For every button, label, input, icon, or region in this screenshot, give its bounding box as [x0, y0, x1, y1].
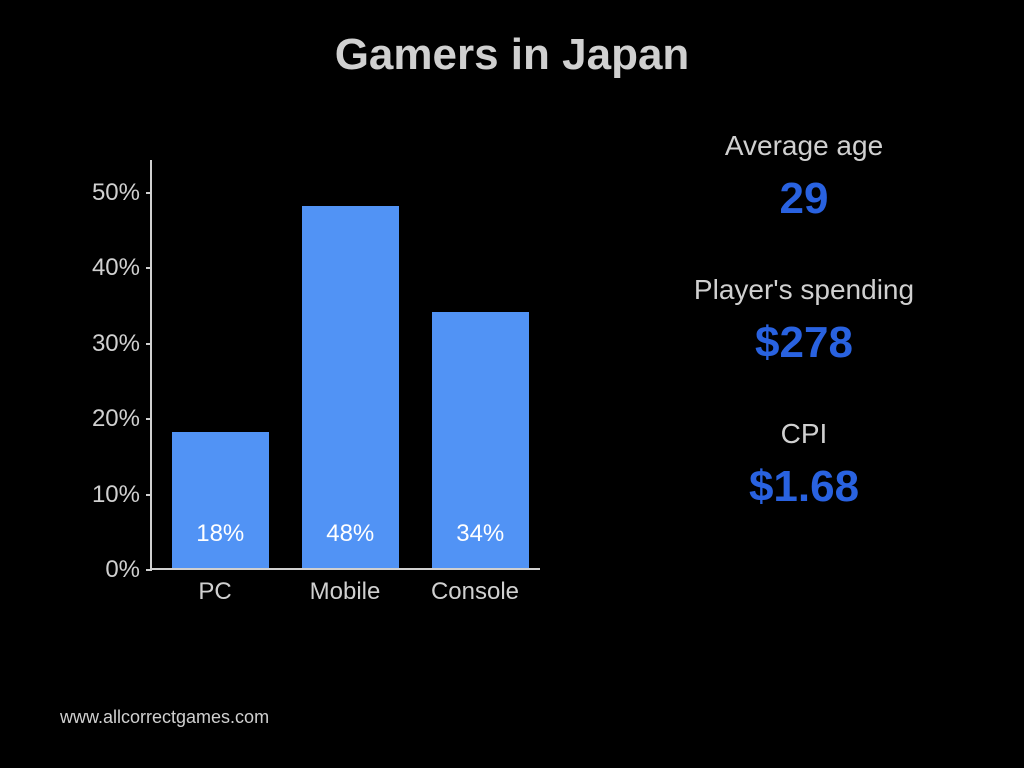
y-tick-mark [146, 267, 152, 269]
y-tick-label: 40% [92, 254, 140, 282]
y-tick-mark [146, 494, 152, 496]
y-tick-label: 0% [105, 556, 140, 584]
x-label-mobile: Mobile [280, 578, 410, 606]
y-tick-mark [146, 343, 152, 345]
y-tick-label: 20% [92, 405, 140, 433]
x-label-console: Console [410, 578, 540, 606]
stat-value: $1.68 [644, 462, 964, 512]
y-tick-label: 10% [92, 481, 140, 509]
platform-bar-chart: 0% 10% 20% 30% 40% 50% 18% 48% 34% PCMobileCons… [80, 160, 540, 630]
y-tick-mark [146, 569, 152, 571]
stat-average-age: Average age 29 [644, 130, 964, 224]
page-title: Gamers in Japan [0, 30, 1024, 80]
stat-label: Player's spending [644, 274, 964, 306]
stat-value: $278 [644, 318, 964, 368]
stat-label: Average age [644, 130, 964, 162]
bar-pc: 18% [172, 432, 270, 568]
footer-url: www.allcorrectgames.com [60, 707, 269, 728]
plot-area: 18% 48% 34% [150, 160, 540, 570]
bar-console: 34% [432, 312, 530, 568]
bar-value-label: 18% [172, 520, 270, 548]
y-tick-label: 30% [92, 330, 140, 358]
y-tick-label: 50% [92, 179, 140, 207]
bar-value-label: 48% [302, 520, 400, 548]
x-label-pc: PC [150, 578, 280, 606]
stat-cpi: CPI $1.68 [644, 418, 964, 512]
bar-mobile: 48% [302, 206, 400, 568]
y-tick-mark [146, 192, 152, 194]
stat-value: 29 [644, 174, 964, 224]
y-axis: 0%10%20%30%40%50% [80, 160, 150, 570]
y-tick-mark [146, 418, 152, 420]
stats-panel: Average age 29 Player's spending $278 CP… [644, 130, 964, 512]
stat-player-spending: Player's spending $278 [644, 274, 964, 368]
stat-label: CPI [644, 418, 964, 450]
x-axis-labels: PCMobileConsole [150, 578, 540, 618]
bar-value-label: 34% [432, 520, 530, 548]
